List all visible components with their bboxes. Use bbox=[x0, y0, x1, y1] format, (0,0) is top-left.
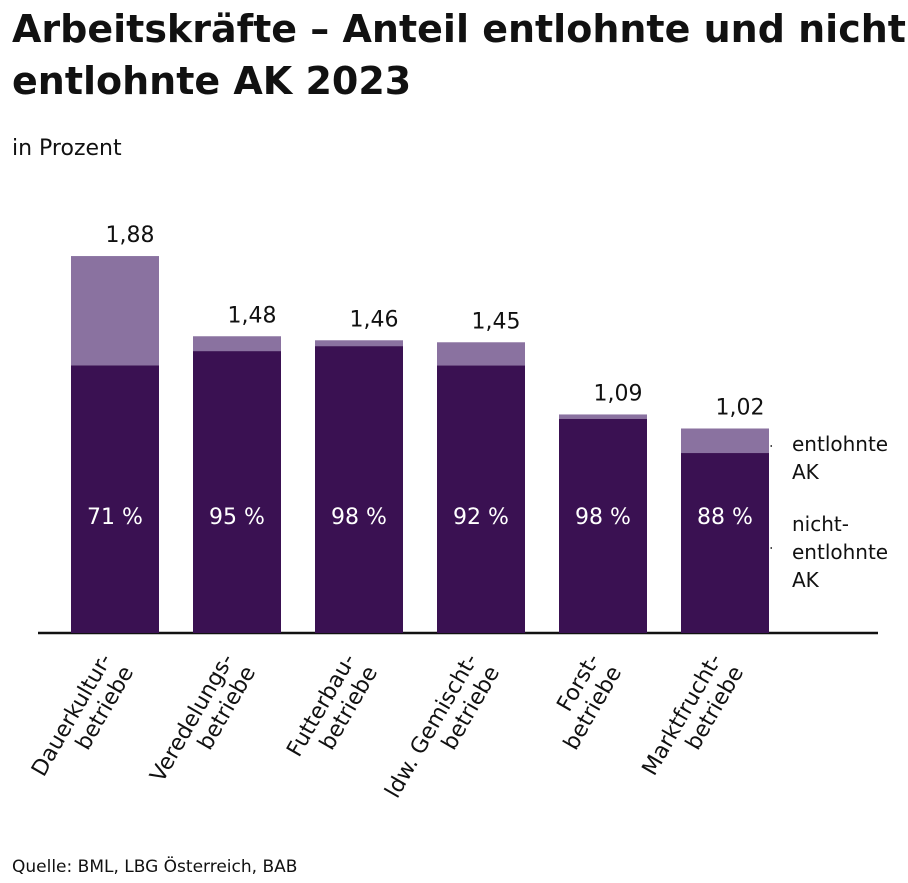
bar-segment bbox=[193, 336, 281, 352]
total-label: 1,46 bbox=[350, 307, 399, 332]
total-label: 1,45 bbox=[472, 309, 521, 334]
share-label: 71 % bbox=[87, 505, 143, 530]
share-label: 92 % bbox=[453, 505, 509, 530]
share-label: 95 % bbox=[209, 505, 265, 530]
x-tick-label: ldw. Gemischt-betriebe bbox=[381, 650, 505, 803]
share-label: 88 % bbox=[697, 505, 753, 530]
total-label: 1,48 bbox=[228, 303, 277, 328]
total-label: 1,09 bbox=[594, 381, 643, 406]
x-tick-label: Forst-betriebe bbox=[553, 650, 628, 755]
bar-segment bbox=[315, 346, 403, 633]
bar-segment bbox=[559, 418, 647, 633]
x-tick-label: Veredelungs-betriebe bbox=[146, 650, 261, 787]
bar-segment bbox=[193, 351, 281, 633]
bar-segment bbox=[559, 414, 647, 419]
bar-segment bbox=[71, 365, 159, 633]
x-tick-label: Futterbau-betriebe bbox=[282, 650, 383, 762]
bar-segment bbox=[71, 256, 159, 366]
bar-segment bbox=[437, 365, 525, 633]
source: Quelle: BML, LBG Österreich, BAB bbox=[12, 855, 297, 877]
subtitle: in Prozent bbox=[12, 136, 122, 161]
bar-segment bbox=[681, 453, 769, 633]
bar-segment bbox=[681, 428, 769, 454]
legend-entry: entlohnte AK bbox=[792, 432, 889, 484]
x-tick-label: Marktfrucht-betriebe bbox=[638, 650, 749, 780]
share-label: 98 % bbox=[331, 505, 387, 530]
share-label: 98 % bbox=[575, 505, 631, 530]
legend-entry: nicht-entlohnte AK bbox=[792, 512, 889, 592]
x-tick-label: Dauerkultur-betriebe bbox=[27, 650, 139, 781]
total-label: 1,88 bbox=[106, 223, 155, 248]
chart-title: Arbeitskräfte – Anteil entlohnte und nic… bbox=[12, 7, 908, 103]
bar-segment bbox=[437, 342, 525, 366]
total-label: 1,02 bbox=[716, 395, 765, 420]
bar-segment bbox=[315, 340, 403, 347]
